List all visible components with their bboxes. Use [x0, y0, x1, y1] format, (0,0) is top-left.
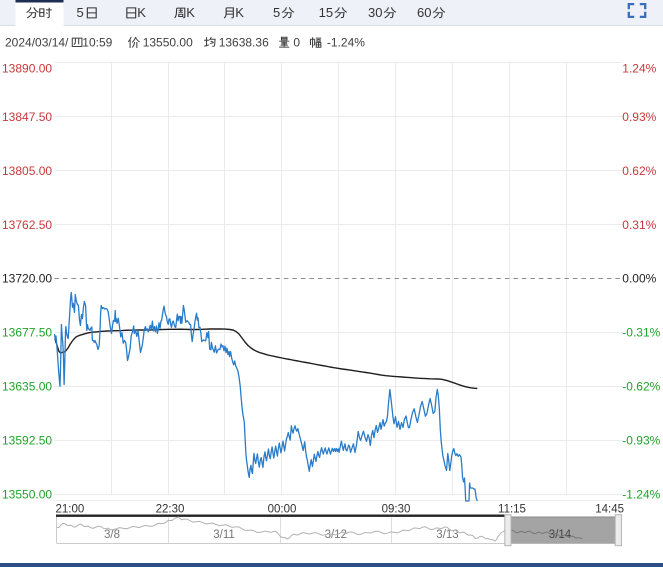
- svg-text:13677.50: 13677.50: [2, 326, 52, 340]
- svg-text:13550.00: 13550.00: [2, 487, 52, 501]
- svg-text:10:59: 10:59: [82, 35, 112, 49]
- svg-text:5: 5: [77, 5, 84, 20]
- svg-text:13638.36: 13638.36: [219, 35, 269, 49]
- svg-text:-0.93%: -0.93%: [622, 434, 660, 448]
- svg-text:13592.50: 13592.50: [2, 434, 52, 448]
- svg-text:-1.24%: -1.24%: [622, 487, 660, 501]
- svg-text:14:45: 14:45: [595, 504, 624, 516]
- svg-text:0.00%: 0.00%: [622, 272, 656, 286]
- svg-text:30: 30: [368, 5, 382, 20]
- svg-text:15: 15: [319, 5, 333, 20]
- svg-text:13635.00: 13635.00: [2, 380, 52, 394]
- svg-text:K: K: [137, 5, 146, 20]
- svg-text:K: K: [186, 5, 195, 20]
- svg-text:0.62%: 0.62%: [622, 164, 656, 178]
- svg-text:K: K: [235, 5, 244, 20]
- svg-text:-0.62%: -0.62%: [622, 380, 660, 394]
- svg-text:3/14: 3/14: [549, 529, 572, 541]
- svg-text:00:00: 00:00: [268, 504, 297, 516]
- svg-text:5: 5: [273, 5, 280, 20]
- svg-text:2024/03/14/: 2024/03/14/: [5, 35, 69, 49]
- svg-text:3/8: 3/8: [104, 529, 120, 541]
- svg-text:3/11: 3/11: [213, 529, 235, 541]
- svg-text:13762.50: 13762.50: [2, 218, 52, 232]
- svg-text:60: 60: [417, 5, 431, 20]
- svg-text:21:00: 21:00: [56, 504, 85, 516]
- svg-text:09:30: 09:30: [382, 504, 411, 516]
- svg-text:-0.31%: -0.31%: [622, 326, 660, 340]
- svg-text:13847.50: 13847.50: [2, 110, 52, 124]
- svg-text:-1.24%: -1.24%: [327, 35, 365, 49]
- svg-text:13890.00: 13890.00: [2, 61, 52, 75]
- svg-text:13720.00: 13720.00: [2, 272, 52, 286]
- svg-text:0: 0: [293, 35, 300, 49]
- svg-text:13550.00: 13550.00: [143, 35, 193, 49]
- svg-text:1.24%: 1.24%: [622, 61, 656, 75]
- svg-text:0.31%: 0.31%: [622, 218, 656, 232]
- svg-text:13805.00: 13805.00: [2, 164, 52, 178]
- svg-text:11:15: 11:15: [498, 504, 526, 516]
- svg-text:0.93%: 0.93%: [622, 110, 656, 124]
- svg-text:3/13: 3/13: [436, 529, 458, 541]
- svg-text:22:30: 22:30: [156, 504, 185, 516]
